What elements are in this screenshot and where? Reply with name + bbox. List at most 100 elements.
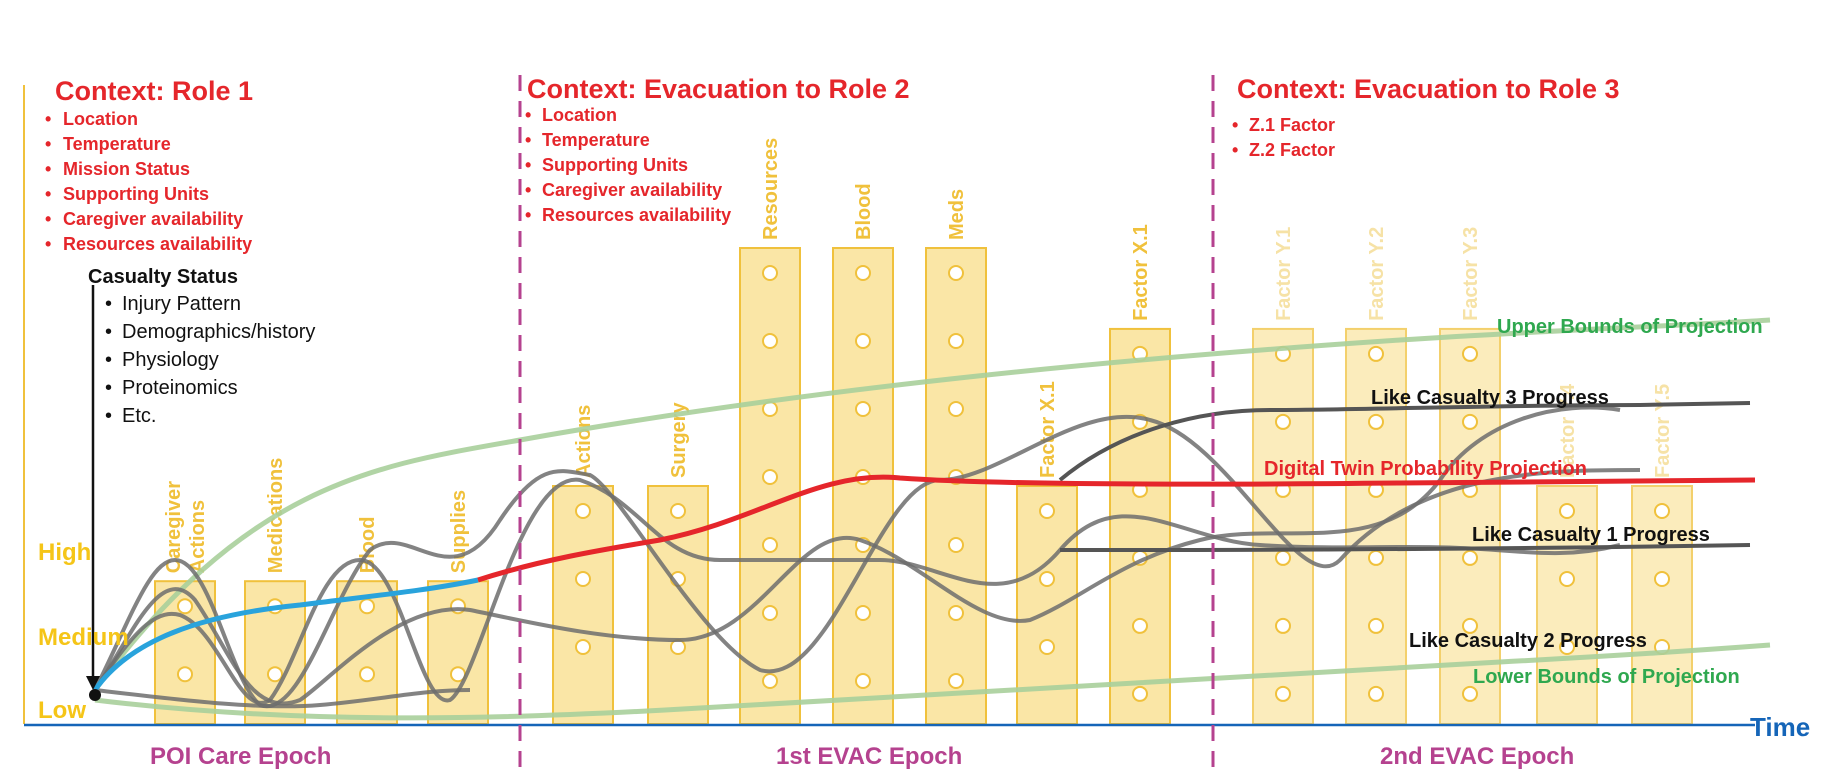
lower-bound-curve: [94, 642, 1771, 721]
bar-label: Meds: [946, 189, 968, 240]
casualty-bullet: •: [105, 349, 112, 371]
casualty-bullet: •: [105, 377, 112, 399]
context-bullet: •: [45, 159, 51, 179]
bar-marker: [267, 666, 283, 683]
bar-marker: [1368, 617, 1384, 634]
bar-marker: [1132, 685, 1148, 702]
bar-marker: [1368, 685, 1384, 702]
digital-twin-curve: [477, 474, 1756, 583]
context-item: Supporting Units: [542, 155, 688, 175]
bar-marker: [855, 673, 871, 689]
bar-marker: [855, 265, 871, 281]
resource-bar: [1536, 485, 1598, 725]
bar-label: Factor Y.1: [1273, 227, 1295, 321]
bar-marker: [948, 605, 964, 621]
upper-bound-label: Upper Bounds of Projection: [1497, 316, 1763, 338]
context-title: Context: Evacuation to Role 3: [1237, 74, 1620, 104]
bar-marker: [1559, 571, 1575, 587]
casualty-item: Demographics/history: [122, 321, 315, 343]
bar-marker: [1039, 503, 1055, 519]
context-bullet: •: [1232, 115, 1238, 135]
bar-label: Factor X.1: [1037, 381, 1059, 478]
casualty-curve-c: [93, 405, 1621, 706]
poi-projection-segment: [92, 577, 479, 692]
bar-marker: [177, 666, 193, 683]
bar-marker: [359, 598, 375, 615]
bar-label: Factor Y.3: [1460, 227, 1482, 321]
bar-marker: [670, 503, 686, 519]
bar-label: Caregiver: [163, 481, 185, 573]
context-evacuation-role-2: Context: Evacuation to Role 2 • Location …: [525, 74, 910, 225]
bar-marker: [855, 333, 871, 349]
level-low: Low: [38, 697, 86, 724]
bar-marker: [948, 265, 964, 281]
casualty-curve-d: [94, 688, 471, 709]
bar-marker: [762, 265, 778, 281]
bar-marker: [575, 503, 591, 519]
bar-marker: [1368, 549, 1384, 566]
level-high: High: [38, 539, 91, 566]
bar-marker: [762, 605, 778, 621]
resource-bar: [552, 485, 614, 725]
bar-marker: [670, 639, 686, 655]
resource-bar: [1631, 485, 1693, 725]
context-item: Temperature: [63, 134, 171, 154]
bar-marker: [762, 333, 778, 349]
bar-marker: [948, 673, 964, 689]
casualty-bullet: •: [105, 321, 112, 343]
context-bullet: •: [525, 155, 531, 175]
bar-marker: [1275, 617, 1291, 634]
context-bullet: •: [45, 234, 51, 254]
bar-marker: [575, 571, 591, 587]
casualty-1-curve: [1059, 543, 1751, 552]
bar-marker: [1559, 503, 1575, 519]
context-bullet: •: [45, 209, 51, 229]
bar-marker: [1039, 639, 1055, 655]
bar-marker: [1275, 549, 1291, 566]
resource-bar: [1252, 327, 1314, 725]
epoch-2nd-evac: 2nd EVAC Epoch: [1380, 743, 1574, 770]
casualty-item: Etc.: [122, 405, 156, 427]
bar-marker: [1132, 617, 1148, 634]
casualty-item: Physiology: [122, 349, 219, 371]
context-title: Context: Role 1: [55, 76, 253, 106]
casualty-status-title: Casualty Status: [88, 266, 238, 288]
bar-marker: [762, 537, 778, 553]
time-label: Time: [1750, 712, 1810, 742]
casualty-status: Casualty Status • Injury Pattern • Demogra…: [88, 266, 315, 427]
bar-label: Factor Y.2: [1366, 227, 1388, 321]
context-item: Z.2 Factor: [1249, 140, 1335, 160]
resource-bar: [1016, 485, 1078, 725]
bar-label: Actions: [187, 500, 209, 573]
casualty-bullet: •: [105, 405, 112, 427]
bar-marker: [1039, 571, 1055, 587]
context-title: Context: Evacuation to Role 2: [527, 74, 910, 104]
context-role-1: Context: Role 1 • Location • Temperature •…: [45, 76, 253, 254]
resource-bar: [1109, 327, 1171, 725]
casualty-item: Injury Pattern: [122, 293, 241, 315]
context-item: Location: [63, 109, 138, 129]
resource-bar: [739, 247, 801, 725]
bar-marker: [762, 673, 778, 689]
bar-marker: [1462, 345, 1478, 362]
context-item: Caregiver availability: [63, 209, 243, 229]
bar-marker: [1275, 413, 1291, 430]
resource-bar: [1439, 327, 1501, 725]
bar-label: Actions: [573, 405, 595, 478]
start-point: [89, 689, 101, 701]
context-item: Mission Status: [63, 159, 190, 179]
context-item: Resources availability: [63, 234, 252, 254]
bar-marker: [1368, 345, 1384, 362]
bar-marker: [177, 598, 193, 615]
casualty-1-label: Like Casualty 1 Progress: [1472, 524, 1710, 546]
context-item: Resources availability: [542, 205, 731, 225]
bar-marker: [575, 639, 591, 655]
lower-bound-label: Lower Bounds of Projection: [1473, 666, 1740, 688]
bar-marker: [1654, 503, 1670, 519]
context-item: Temperature: [542, 130, 650, 150]
context-bullet: •: [525, 205, 531, 225]
bar-marker: [855, 605, 871, 621]
bar-marker: [1462, 617, 1478, 634]
level-medium: Medium: [38, 624, 129, 651]
bar-marker: [948, 537, 964, 553]
